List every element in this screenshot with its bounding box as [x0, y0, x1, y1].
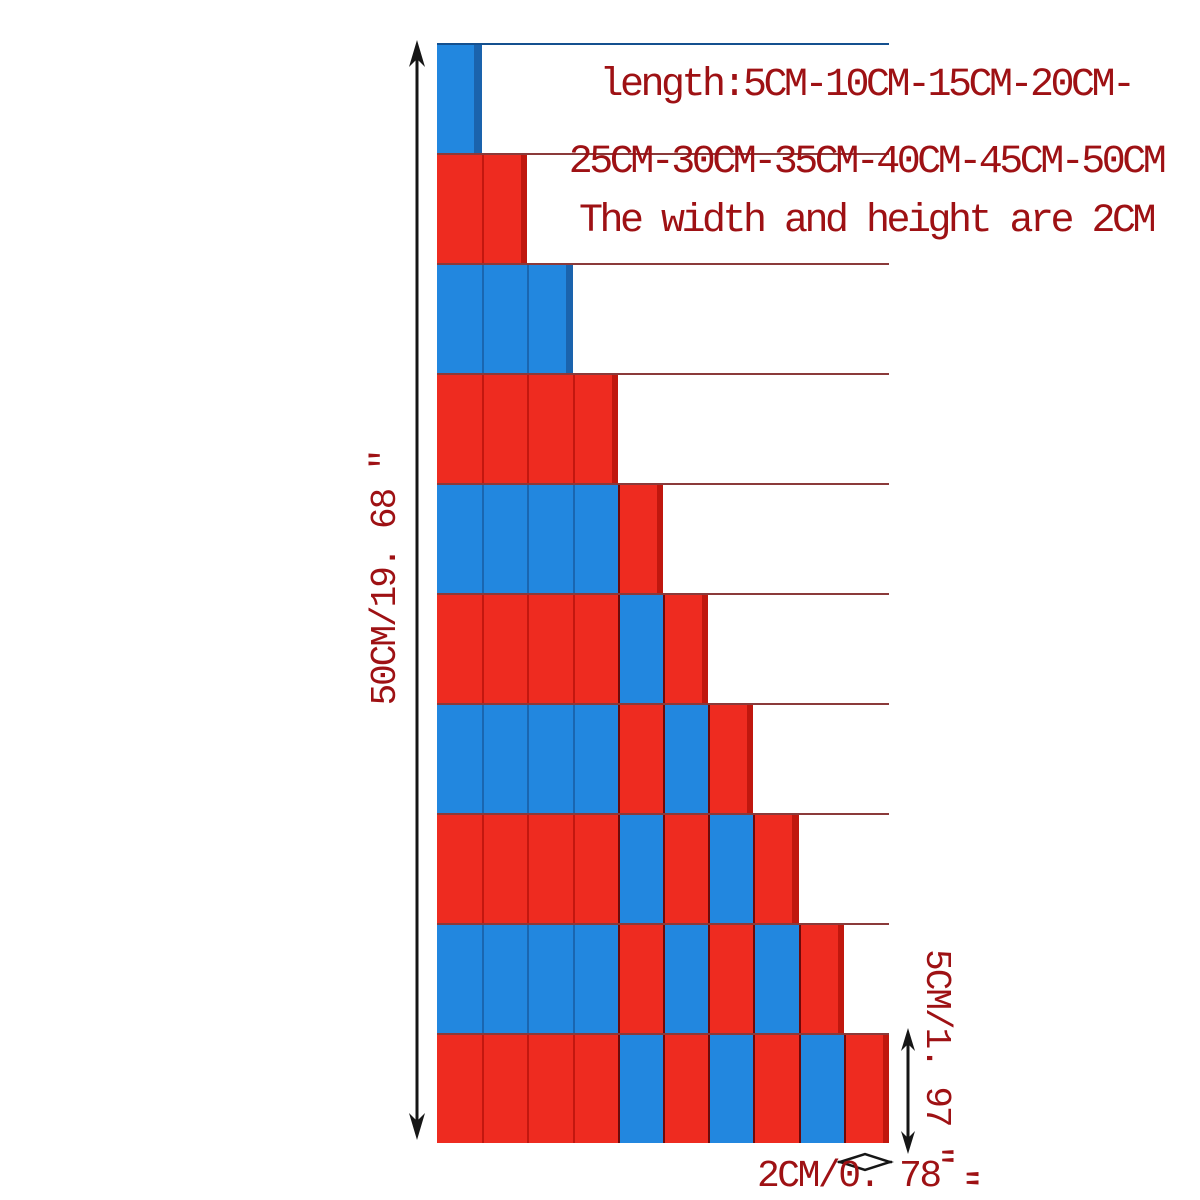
- rod-segment-blue: [527, 265, 573, 373]
- rod-25cm: [437, 483, 889, 593]
- rod-15cm: [437, 263, 889, 373]
- rod-segment-red: [437, 375, 483, 483]
- rod-segment-red: [662, 595, 709, 703]
- rod-segment-red: [527, 1035, 573, 1143]
- rod-segment-blue: [437, 705, 483, 813]
- rod-segment-red: [662, 815, 709, 923]
- rod-segment-red: [753, 1035, 799, 1143]
- rod-segment-red: [617, 705, 663, 813]
- step-height-arrow: [901, 1028, 915, 1154]
- rod-width-arrow: [836, 1152, 894, 1172]
- rod-segment-red: [617, 925, 663, 1033]
- rod-segment-blue: [572, 705, 618, 813]
- rod-segment-blue: [617, 815, 663, 923]
- rod-segment-red: [798, 925, 844, 1033]
- rod-segment-red: [527, 815, 573, 923]
- rod-segment-red: [437, 595, 483, 703]
- rod-width-label-text: 2CM/0. 78: [757, 1155, 942, 1198]
- rod-35cm: [437, 703, 889, 813]
- rod-segment-red: [572, 815, 618, 923]
- rod-45cm: [437, 923, 889, 1033]
- rod-segment-red: [662, 1035, 709, 1143]
- rod-segment-blue: [708, 815, 754, 923]
- rod-segment-blue: [527, 705, 573, 813]
- rod-segment-red: [617, 485, 663, 593]
- rod-segment-red: [482, 1035, 528, 1143]
- rod-segment-blue: [708, 1035, 754, 1143]
- rod-segment-red: [527, 375, 573, 483]
- total-height-label: 50CM/19. 68 ": [365, 450, 406, 706]
- rod-segment-blue: [437, 265, 483, 373]
- rod-segment-blue: [617, 1035, 663, 1143]
- rod-segment-red: [437, 155, 483, 263]
- rod-segment-red: [572, 595, 618, 703]
- rod-stack: [437, 43, 889, 1143]
- rod-segment-blue: [753, 925, 799, 1033]
- rod-segment-blue: [572, 925, 618, 1033]
- rod-width-label: 2CM/0. 78": [757, 1155, 982, 1198]
- rod-segment-blue: [437, 925, 483, 1033]
- rod-segment-blue: [437, 45, 483, 153]
- step-height-label: 5CM/1. 97 ": [916, 949, 957, 1165]
- rod-segment-blue: [527, 485, 573, 593]
- rod-segment-red: [482, 595, 528, 703]
- rod-segment-blue: [572, 485, 618, 593]
- rod-10cm: [437, 153, 889, 263]
- rod-segment-red: [843, 1035, 889, 1143]
- spec-line-length: length:5CM-10CM-15CM-20CM-: [599, 63, 1136, 108]
- rod-segment-red: [527, 595, 573, 703]
- rod-50cm: [437, 1033, 889, 1143]
- rod-segment-blue: [482, 265, 528, 373]
- rod-segment-blue: [482, 705, 528, 813]
- rod-segment-blue: [482, 925, 528, 1033]
- rod-segment-blue: [437, 485, 483, 593]
- rod-segment-red: [572, 375, 618, 483]
- rod-30cm: [437, 593, 889, 703]
- rod-segment-blue: [662, 705, 709, 813]
- rod-5cm: [437, 43, 889, 153]
- rod-segment-blue: [662, 925, 709, 1033]
- spec-line-width-height: The width and height are 2CM: [578, 199, 1157, 244]
- rod-segment-red: [572, 1035, 618, 1143]
- rod-segment-red: [482, 375, 528, 483]
- total-height-arrow: [409, 40, 425, 1140]
- spec-line-lengths-continued: 25CM-30CM-35CM-40CM-45CM-50CM: [568, 140, 1167, 185]
- rod-segment-red: [437, 1035, 483, 1143]
- rod-segment-red: [708, 925, 754, 1033]
- rod-segment-red: [482, 815, 528, 923]
- rod-segment-blue: [798, 1035, 844, 1143]
- rod-segment-blue: [527, 925, 573, 1033]
- rod-segment-blue: [482, 485, 528, 593]
- rod-width-label-quote: ": [938, 1166, 982, 1188]
- rod-segment-red: [482, 155, 528, 263]
- rod-40cm: [437, 813, 889, 923]
- rod-20cm: [437, 373, 889, 483]
- rod-segment-blue: [617, 595, 663, 703]
- rod-segment-red: [708, 705, 754, 813]
- rod-segment-red: [437, 815, 483, 923]
- rod-segment-red: [753, 815, 799, 923]
